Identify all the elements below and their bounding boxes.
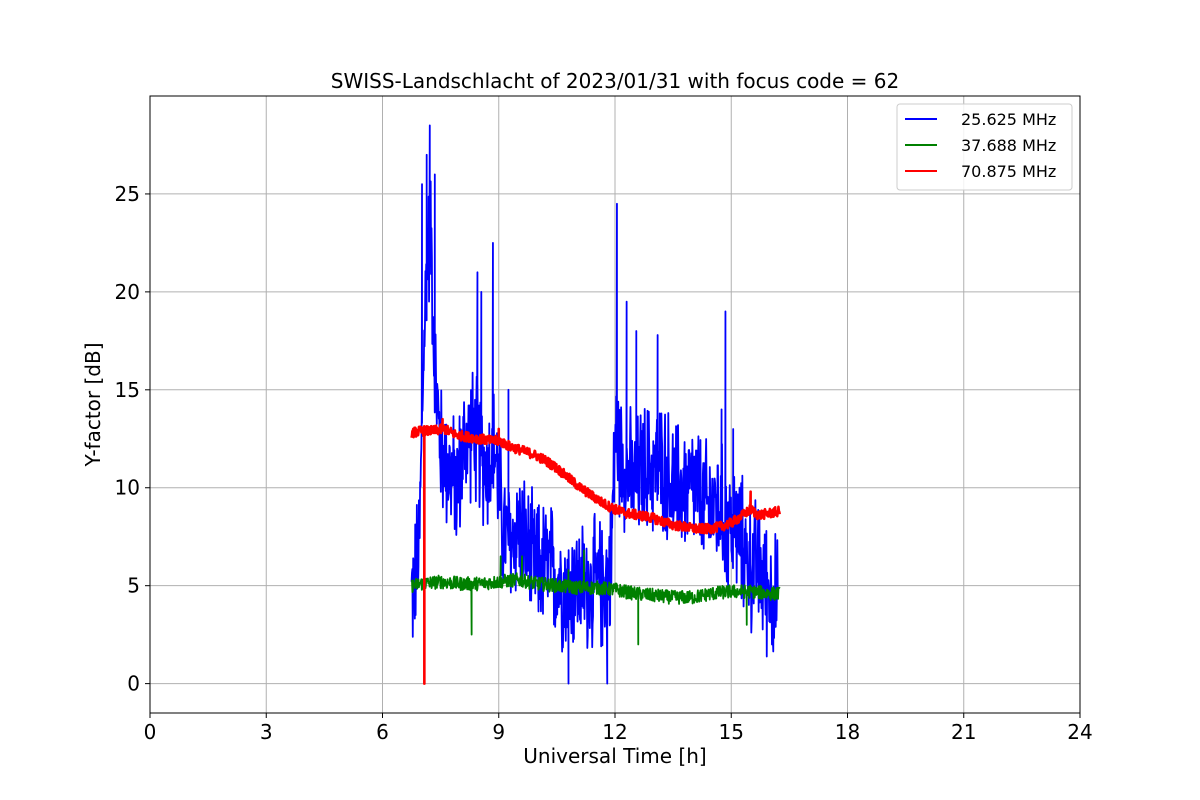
legend-label: 70.875 MHz: [961, 162, 1056, 181]
series-line: [410, 549, 781, 646]
y-axis-label: Y-factor [dB]: [81, 342, 105, 467]
x-tick-label: 0: [144, 720, 157, 744]
y-tick-label: 25: [115, 182, 140, 206]
x-tick-label: 15: [719, 720, 744, 744]
legend-label: 25.625 MHz: [961, 110, 1056, 129]
x-tick-label: 9: [492, 720, 505, 744]
ticks: 0 3 6 9 12 15 18 21 24 0 5 10 15 20 25: [115, 182, 1093, 744]
x-tick-label: 6: [376, 720, 389, 744]
x-tick-label: 18: [835, 720, 860, 744]
chart-title: SWISS-Landschlacht of 2023/01/31 with fo…: [331, 69, 899, 93]
x-tick-label: 3: [260, 720, 273, 744]
y-tick-label: 20: [115, 280, 140, 304]
x-tick-label: 12: [602, 720, 627, 744]
x-tick-label: 24: [1067, 720, 1092, 744]
x-axis-label: Universal Time [h]: [523, 744, 706, 768]
legend: 25.625 MHz 37.688 MHz 70.875 MHz: [896, 103, 1073, 191]
x-tick-label: 21: [951, 720, 976, 744]
series-line: [410, 124, 779, 685]
legend-label: 37.688 MHz: [961, 136, 1056, 155]
y-tick-label: 5: [127, 574, 140, 598]
series-line: [410, 417, 781, 685]
y-tick-label: 10: [115, 476, 140, 500]
y-tick-label: 15: [115, 378, 140, 402]
legend-box: [896, 103, 1073, 191]
plot-lines: [410, 124, 781, 685]
y-tick-label: 0: [127, 672, 140, 696]
